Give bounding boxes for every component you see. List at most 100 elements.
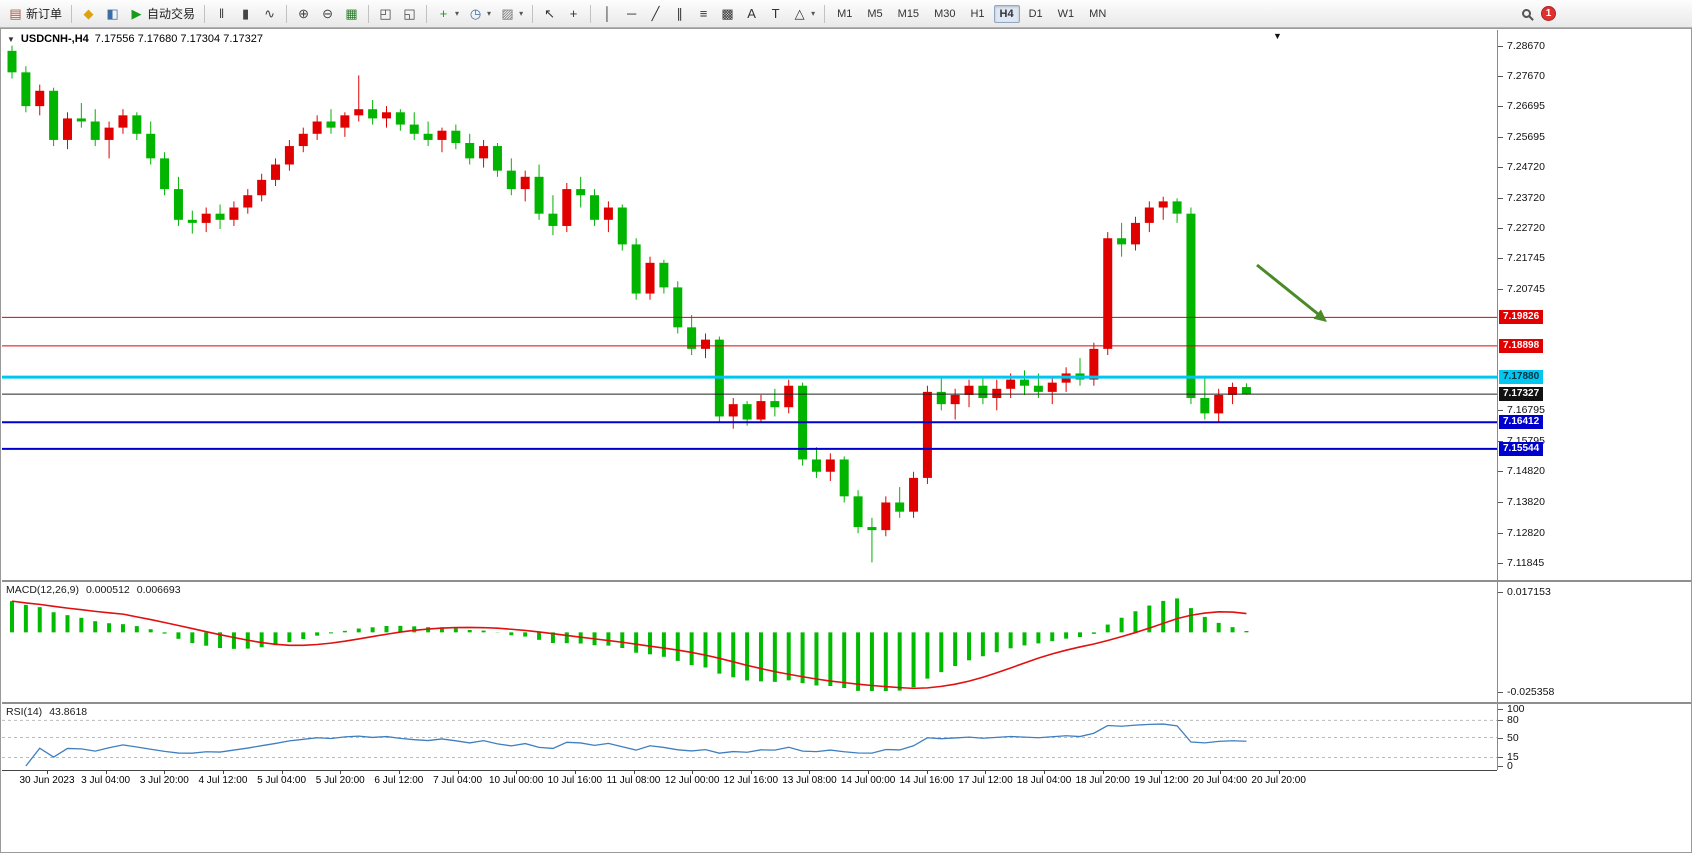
auto-arrange-button[interactable]: ◰ bbox=[374, 3, 397, 24]
candle-body bbox=[187, 219, 197, 223]
crosshair-button[interactable]: + bbox=[562, 3, 585, 24]
macd-axis-label: 0.017153 bbox=[1507, 586, 1551, 598]
time-axis-tick bbox=[398, 771, 400, 774]
timeframe-m30-button[interactable]: M30 bbox=[934, 7, 956, 20]
last-bar-marker-icon[interactable]: ▼ bbox=[1273, 31, 1282, 41]
indicators-button[interactable]: + ▾ bbox=[432, 3, 463, 24]
vertical-line-icon: │ bbox=[603, 6, 612, 21]
timeframe-w1-button[interactable]: W1 bbox=[1057, 7, 1075, 20]
time-axis-tick bbox=[926, 771, 928, 774]
toolbar-separator bbox=[590, 4, 592, 23]
candle-body bbox=[423, 133, 433, 140]
auto-arrange-icon: ◰ bbox=[379, 6, 392, 21]
trendline-button[interactable]: ╱ bbox=[644, 3, 667, 24]
candle-body bbox=[548, 213, 558, 226]
search-icon[interactable] bbox=[1522, 9, 1531, 18]
time-axis-tick bbox=[222, 771, 224, 774]
rsi-panel-canvas[interactable] bbox=[2, 704, 1497, 770]
price-axis-label: 7.25695 bbox=[1507, 131, 1545, 143]
time-axis-tick bbox=[633, 771, 635, 774]
time-axis-label: 4 Jul 12:00 bbox=[198, 775, 248, 786]
text-label-button[interactable]: T bbox=[764, 3, 787, 24]
chart-window: ▼ USDCNH-,H4 7.17556 7.17680 7.17304 7.1… bbox=[0, 28, 1692, 853]
template-icon: ▨ bbox=[501, 6, 514, 21]
candle-body bbox=[1006, 379, 1016, 389]
toolbar-right-group: 1 bbox=[1522, 6, 1688, 21]
macd-main-value: 0.000512 bbox=[85, 584, 130, 596]
axis-tick bbox=[1498, 137, 1503, 138]
candle-body bbox=[368, 109, 378, 119]
panel-divider[interactable] bbox=[2, 702, 1691, 704]
fibonacci-button[interactable]: ≡ bbox=[692, 3, 715, 24]
candlestick-mode-button[interactable]: ▮ bbox=[234, 3, 257, 24]
timeframe-m15-button[interactable]: M15 bbox=[897, 7, 920, 20]
price-axis[interactable]: 7.28670 7.27670 7.26695 7.25695 7.24720 7.237… bbox=[1497, 30, 1691, 580]
data-window-button[interactable]: ◧ bbox=[101, 3, 124, 24]
equidistant-channel-button[interactable]: ∥ bbox=[668, 3, 691, 24]
ohlc-values: 7.17556 7.17680 7.17304 7.17327 bbox=[94, 33, 263, 45]
horizontal-line-button[interactable]: ─ bbox=[620, 3, 643, 24]
timeframe-m1-button[interactable]: M1 bbox=[837, 7, 853, 20]
window-menu-icon[interactable]: ▼ bbox=[7, 34, 15, 44]
line-chart-mode-button[interactable]: ∿ bbox=[258, 3, 281, 24]
candle-body bbox=[62, 118, 72, 140]
main-chart-canvas[interactable] bbox=[2, 30, 1497, 580]
rsi-axis-label: 50 bbox=[1507, 731, 1519, 744]
cursor-button[interactable]: ↖ bbox=[538, 3, 561, 24]
time-axis-label: 18 Jul 20:00 bbox=[1075, 775, 1130, 786]
timeframe-h1-button[interactable]: H1 bbox=[970, 7, 985, 20]
arrow-annotation[interactable] bbox=[1256, 263, 1319, 316]
macd-panel-canvas[interactable] bbox=[2, 582, 1497, 702]
toolbar-separator bbox=[71, 4, 73, 23]
candle-body bbox=[936, 391, 946, 405]
timeframe-m5-button[interactable]: M5 bbox=[867, 7, 883, 20]
grid-button[interactable]: ▩ bbox=[716, 3, 739, 24]
grid-icon: ▩ bbox=[721, 6, 734, 21]
autotrading-button[interactable]: ▶ 自动交易 bbox=[125, 3, 199, 24]
candle-body bbox=[1089, 348, 1099, 380]
candle-body bbox=[437, 130, 447, 140]
candle-body bbox=[964, 385, 974, 395]
candle-body bbox=[562, 189, 572, 226]
time-axis-tick bbox=[47, 771, 48, 774]
candle-body bbox=[534, 176, 544, 214]
new-order-button[interactable]: ▤ 新订单 bbox=[4, 3, 66, 24]
time-axis-tick bbox=[1044, 771, 1046, 774]
vertical-line-button[interactable]: │ bbox=[596, 3, 619, 24]
candle-body bbox=[728, 404, 738, 417]
axis-tick bbox=[1498, 692, 1503, 693]
time-axis-label: 18 Jul 04:00 bbox=[1016, 775, 1072, 786]
time-axis-label: 3 Jul 20:00 bbox=[139, 775, 189, 786]
price-line-badge: 7.18898 bbox=[1499, 338, 1544, 353]
macd-axis[interactable]: 0.017153 -0.025358 bbox=[1497, 582, 1691, 702]
timeframe-h4-button[interactable]: H4 bbox=[993, 4, 1020, 23]
rsi-name: RSI(14) bbox=[6, 706, 43, 718]
macd-chart bbox=[10, 598, 1249, 692]
candle-body bbox=[853, 496, 863, 528]
text-button[interactable]: A bbox=[740, 3, 763, 24]
toolbar-separator bbox=[286, 4, 288, 23]
track-chart-button[interactable]: ◱ bbox=[398, 3, 421, 24]
time-axis-tick bbox=[750, 771, 752, 774]
candle-body bbox=[603, 207, 613, 220]
zoom-in-button[interactable]: ⊕ bbox=[292, 3, 315, 24]
main-toolbar: ▤ 新订单 ◆ ◧ ▶ 自动交易 ‖ ▮ ∿ ⊕ ⊖ ▦ ◰ ◱ + ▾ ◷ ▾ ▨ ▾ ↖ + │ ─ ╱ ∥ ≡ ▩ A T △ ▾ M1 M… bbox=[0, 0, 1692, 28]
metaeditor-button[interactable]: ◆ bbox=[77, 3, 100, 24]
time-axis[interactable]: 30 Jun 2023 3 Jul 04:00 3 Jul 20:00 4 Jul 1… bbox=[2, 770, 1497, 790]
templates-button[interactable]: ▨ ▾ bbox=[496, 3, 527, 24]
shapes-button[interactable]: △ ▾ bbox=[788, 3, 819, 24]
bar-chart-mode-button[interactable]: ‖ bbox=[210, 3, 233, 24]
timeframe-mn-button[interactable]: MN bbox=[1089, 7, 1107, 20]
candle-body bbox=[978, 385, 988, 399]
timeframe-d1-button[interactable]: D1 bbox=[1028, 7, 1043, 20]
tile-windows-button[interactable]: ▦ bbox=[340, 3, 363, 24]
zoom-out-button[interactable]: ⊖ bbox=[316, 3, 339, 24]
rsi-axis[interactable]: 100 80 50 15 0 bbox=[1497, 704, 1691, 770]
periods-button[interactable]: ◷ ▾ bbox=[464, 3, 495, 24]
axis-tick bbox=[1498, 410, 1503, 412]
candle-body bbox=[825, 459, 835, 472]
candle-body bbox=[506, 170, 516, 190]
panel-divider[interactable] bbox=[2, 580, 1691, 582]
notification-badge[interactable]: 1 bbox=[1541, 6, 1556, 21]
price-line-badge: 7.15544 bbox=[1499, 441, 1544, 456]
